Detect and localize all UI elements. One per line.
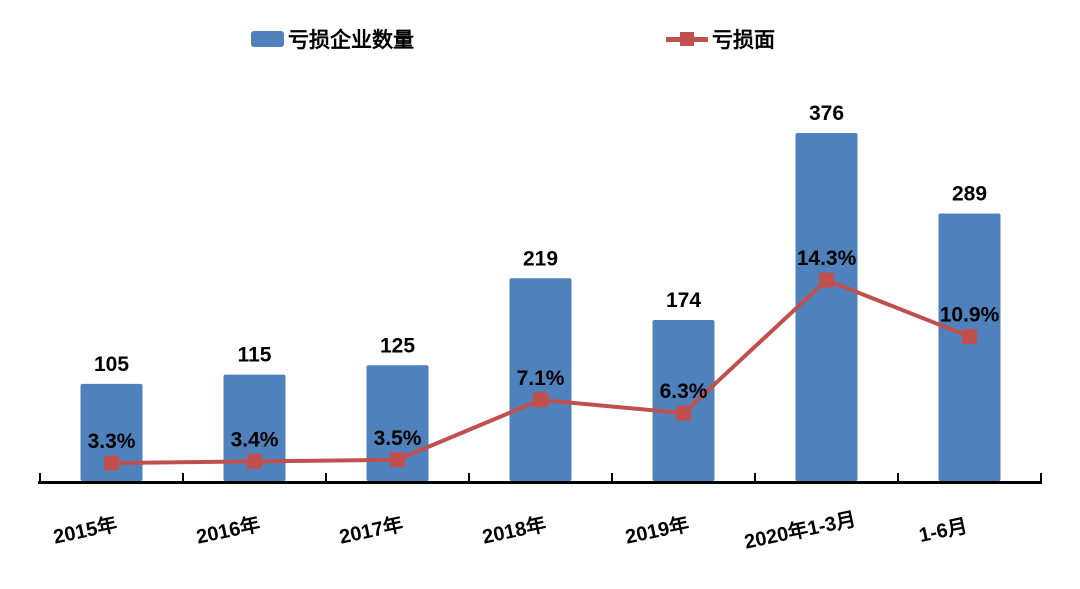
x-axis-label: 1-6月 (917, 515, 969, 547)
bar-value-label: 219 (523, 247, 558, 270)
x-axis-label: 2017年 (337, 512, 405, 549)
x-axis-label: 2019年 (623, 512, 691, 549)
bar-series-swatch (251, 31, 284, 47)
legend-item-loss-companies: 亏损企业数量 (251, 24, 414, 54)
line-value-label: 7.1% (517, 367, 565, 390)
x-axis-label: 2018年 (480, 512, 548, 549)
line-marker (962, 329, 977, 345)
chart-legend: 亏损企业数量 亏损面 (0, 0, 1080, 60)
bar-value-label: 125 (380, 334, 415, 357)
x-axis-label: 2020年1-3月 (742, 507, 858, 554)
bar-value-label: 115 (238, 344, 272, 367)
line-marker (104, 455, 119, 471)
x-axis-label: 2016年 (194, 512, 262, 549)
line-value-label: 6.3% (660, 380, 708, 403)
legend-label-line: 亏损面 (712, 29, 775, 52)
bar-value-label: 105 (94, 353, 129, 376)
line-value-label: 10.9% (940, 304, 1000, 327)
bar (652, 319, 715, 481)
x-axis-label: 2015年 (51, 512, 119, 549)
line-marker (819, 272, 834, 288)
line-value-label: 3.5% (374, 427, 422, 450)
bar (938, 213, 1001, 481)
line-marker (247, 453, 262, 469)
line-value-label: 3.3% (88, 430, 136, 453)
bar-value-label: 174 (666, 289, 701, 312)
line-value-label: 14.3% (797, 247, 857, 270)
line-marker (676, 405, 691, 421)
bar (795, 133, 858, 481)
bar-value-label: 289 (952, 183, 987, 206)
bar (80, 383, 143, 481)
bar-value-label: 376 (809, 102, 844, 125)
bar (223, 374, 286, 481)
line-value-label: 3.4% (231, 428, 279, 451)
line-marker (390, 452, 405, 468)
line-swatch-marker (680, 32, 694, 46)
line-marker (533, 392, 548, 408)
legend-item-loss-ratio: 亏损面 (666, 24, 775, 54)
line-series-swatch (666, 31, 708, 47)
legend-label-bars: 亏损企业数量 (288, 29, 414, 52)
bar (509, 278, 572, 481)
